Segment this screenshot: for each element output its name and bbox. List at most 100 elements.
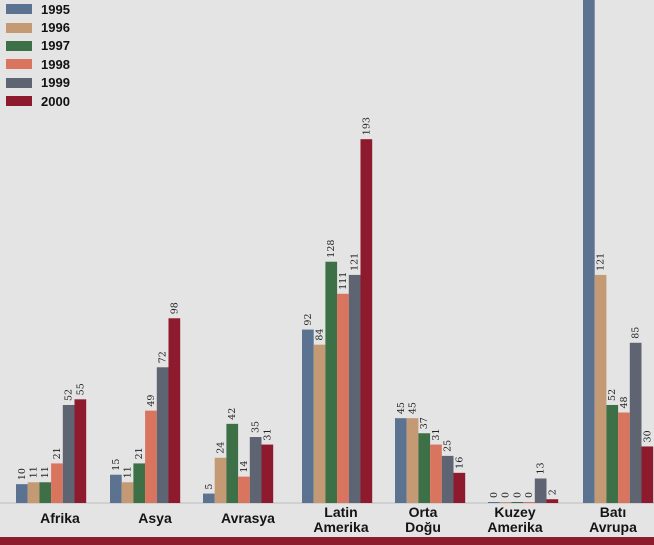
value-label-1998-6: 48 <box>619 396 630 408</box>
value-label-1997-0: 11 <box>40 466 51 478</box>
value-label-1998-0: 21 <box>52 447 63 459</box>
bar-1999-1 <box>156 367 169 503</box>
value-label-1995-0: 10 <box>17 468 28 480</box>
value-label-1999-1: 72 <box>158 351 169 363</box>
bar-1999-6 <box>629 342 642 503</box>
legend-item-1998: 1998 <box>6 55 70 73</box>
category-labels-layer: Afrika Asya Avrasya Latin Amerika Orta Doğu Kuz… <box>40 504 637 535</box>
bar-1999-4 <box>441 455 454 503</box>
bar-1995-6 <box>583 0 595 503</box>
bar-1997-6 <box>606 404 619 503</box>
bar-1996-3 <box>313 344 326 503</box>
value-label-2000-4: 16 <box>454 457 465 469</box>
bar-1997-3 <box>325 261 338 503</box>
value-label-2000-0: 55 <box>75 383 86 395</box>
value-label-1995-4: 45 <box>396 402 407 414</box>
value-label-2000-5: 2 <box>547 489 558 495</box>
value-label-1999-4: 25 <box>443 440 454 452</box>
value-label-1999-3: 121 <box>350 253 361 271</box>
bar-1996-4 <box>406 418 419 503</box>
bar-1995-3 <box>302 329 314 503</box>
category-label-0: Afrika <box>40 510 80 526</box>
value-label-1997-1: 21 <box>134 447 145 459</box>
legend-swatch <box>6 77 32 88</box>
bar-2000-1 <box>168 318 181 503</box>
category-label-1: Asya <box>138 510 172 526</box>
bar-1998-4 <box>430 444 442 503</box>
bar-1997-1 <box>133 463 146 503</box>
value-label-1998-1: 49 <box>146 395 157 407</box>
bar-1997-0 <box>39 482 52 503</box>
value-label-1995-2: 5 <box>204 484 215 490</box>
category-label-6: Batı Avrupa <box>589 504 637 535</box>
bar-1996-1 <box>121 482 134 503</box>
bar-1998-0 <box>51 463 63 503</box>
bar-1995-4 <box>395 418 407 503</box>
legend-label: 1999 <box>41 75 70 91</box>
bar-1999-2 <box>249 437 262 503</box>
bar-1998-3 <box>337 293 349 503</box>
category-label-2: Avrasya <box>221 510 275 526</box>
bar-1998-5 <box>523 502 535 503</box>
legend-swatch <box>6 4 32 15</box>
value-label-1996-4: 45 <box>408 402 419 414</box>
bar-1998-1 <box>145 410 157 503</box>
legend-swatch <box>6 59 32 70</box>
value-label-1999-6: 85 <box>631 327 642 339</box>
legend-item-1996: 1996 <box>6 18 70 36</box>
legend-swatch <box>6 40 32 51</box>
bar-1996-2 <box>214 457 227 503</box>
bar-1995-5 <box>488 502 500 503</box>
value-label-1996-0: 11 <box>29 466 40 478</box>
value-label-2000-6: 30 <box>642 430 653 442</box>
legend-label: 1996 <box>41 20 70 36</box>
legend-swatch <box>6 22 32 33</box>
value-label-1997-2: 42 <box>227 408 238 420</box>
value-label-1996-6: 121 <box>596 253 607 271</box>
value-label-2000-1: 98 <box>169 302 180 314</box>
value-label-1998-5: 0 <box>524 492 535 498</box>
bar-1999-3 <box>348 274 361 503</box>
value-label-1996-2: 24 <box>216 442 227 454</box>
bar-1998-2 <box>238 476 250 503</box>
bar-2000-4 <box>453 472 466 503</box>
bar-1996-0 <box>27 482 40 503</box>
value-label-1997-3: 128 <box>326 240 337 258</box>
value-label-2000-2: 31 <box>262 428 273 440</box>
bottom-band <box>0 537 654 545</box>
legend-item-1999: 1999 <box>6 74 70 92</box>
category-label-4: Orta Doğu <box>405 504 441 535</box>
bar-1995-2 <box>203 493 215 503</box>
legend-swatch <box>6 96 32 107</box>
bar-1997-2 <box>226 423 239 503</box>
value-label-1995-5: 0 <box>489 492 500 498</box>
bar-1999-0 <box>62 404 75 503</box>
value-label-1997-6: 52 <box>607 389 618 401</box>
value-label-2000-3: 193 <box>361 117 372 135</box>
category-label-3: Latin Amerika <box>313 504 368 535</box>
value-label-1999-0: 52 <box>64 389 75 401</box>
value-label-1995-3: 92 <box>303 313 314 325</box>
bar-1996-5 <box>499 502 512 503</box>
legend-label: 1997 <box>41 38 70 54</box>
value-label-1998-2: 14 <box>239 461 250 473</box>
bar-1998-6 <box>618 412 630 503</box>
legend-item-1997: 1997 <box>6 37 70 55</box>
value-label-1996-1: 11 <box>123 466 134 478</box>
legend-item-2000: 2000 <box>6 92 70 110</box>
value-label-1996-5: 0 <box>501 492 512 498</box>
legend-item-1995: 1995 <box>6 0 70 18</box>
value-label-1997-5: 0 <box>512 492 523 498</box>
legend: 1995 1996 1997 1998 1999 2000 <box>6 0 70 110</box>
value-label-1999-2: 35 <box>251 421 262 433</box>
category-label-5: Kuzey Amerika <box>487 504 542 535</box>
value-label-1998-3: 111 <box>338 272 349 290</box>
bar-1999-5 <box>534 478 547 503</box>
value-label-1999-5: 13 <box>536 462 547 474</box>
legend-label: 2000 <box>41 93 70 109</box>
legend-label: 1995 <box>41 1 70 17</box>
bar-1997-4 <box>418 433 431 503</box>
bar-1997-5 <box>511 502 524 503</box>
